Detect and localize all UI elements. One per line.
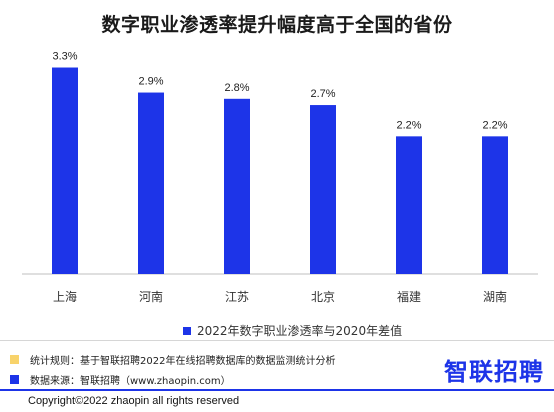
note-source-text: 数据来源：智联招聘（www.zhaopin.com）: [30, 376, 231, 387]
data-label-5: 2.2%: [482, 119, 507, 131]
legend-swatch: [183, 326, 191, 335]
bar-0: [52, 67, 78, 274]
x-tick-label-0: 上海: [53, 289, 77, 304]
data-label-2: 2.8%: [224, 82, 249, 94]
note-blue-marker: [10, 375, 19, 384]
note-yellow-marker: [10, 355, 19, 364]
footer-bar: [0, 389, 554, 391]
x-tick-label-1: 河南: [139, 289, 163, 304]
note-rule: 统计规则：基于智联招聘2022年在线招聘数据库的数据监测统计分析: [10, 352, 335, 367]
legend-label: 2022年数字职业渗透率与2020年差值: [197, 324, 403, 338]
x-tick-label-2: 江苏: [225, 290, 249, 304]
data-label-4: 2.2%: [396, 119, 421, 131]
x-tick-label-4: 福建: [397, 289, 421, 304]
chart-legend: 2022年数字职业渗透率与2020年差值: [183, 322, 402, 339]
bar-4: [396, 136, 422, 274]
copyright-text: Copyright©2022 zhaopin all rights reserv…: [28, 395, 240, 407]
chart-title: 数字职业渗透率提升幅度高于全国的省份: [101, 14, 453, 36]
x-tick-label-3: 北京: [311, 290, 335, 304]
divider: [0, 340, 554, 341]
bar-3: [310, 105, 336, 274]
bar-1: [138, 92, 164, 275]
data-label-0: 3.3%: [52, 51, 77, 63]
bar-5: [482, 136, 508, 274]
data-label-1: 2.9%: [138, 76, 163, 88]
data-label-3: 2.7%: [310, 88, 335, 100]
x-tick-label-5: 湖南: [483, 289, 507, 304]
note-source: 数据来源：智联招聘（www.zhaopin.com）: [10, 372, 231, 387]
bar-2: [224, 98, 250, 274]
note-rule-text: 统计规则：基于智联招聘2022年在线招聘数据库的数据监测统计分析: [30, 356, 336, 367]
zhaopin-logo: 智联招聘: [444, 358, 544, 386]
